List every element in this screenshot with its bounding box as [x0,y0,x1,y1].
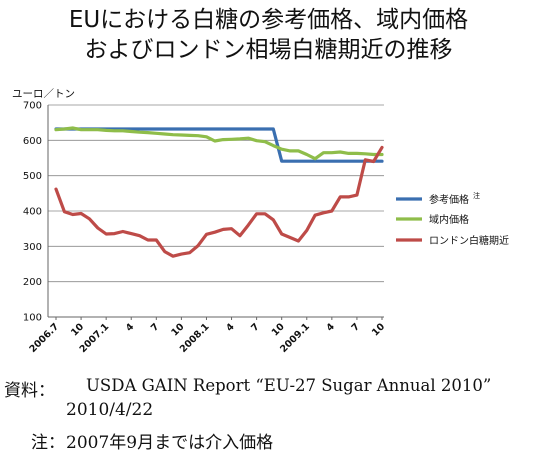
source-text: USDA GAIN Report “EU-27 Sugar Annual 201… [86,376,492,395]
y-axis-label: ユーロ／トン [12,88,75,100]
x-tick-label: 10 [370,321,387,338]
chart-title-line-2: およびロンドン相場白糖期近の推移 [84,37,453,63]
note-label: 注： [31,433,65,453]
x-tick-label: 10 [270,321,287,338]
line-chart: ユーロ／トン 100 200 300 400 500 600 700 2006.7 10 200… [12,88,509,355]
y-tick-label: 300 [23,242,42,253]
source-date: 2010/4/22 [66,400,154,420]
y-tick-label: 100 [23,313,42,324]
legend-label-3: ロンドン白糖期近 [429,234,509,247]
y-tick-labels: 100 200 300 400 500 600 700 [23,101,42,324]
note-text: 2007年9月までは介入価格 [66,433,274,453]
x-tick-label: 4 [124,321,137,334]
x-tick-label: 4 [325,321,338,334]
legend-superscript: 注 [473,191,480,200]
y-tick-label: 600 [23,136,42,147]
series-line-3 [54,145,384,258]
series-line-1 [54,127,384,163]
axes [47,105,384,320]
x-tick-label: 10 [169,321,186,338]
chart-title-line-1: EUにおける白糖の参考価格、域内価格 [68,7,469,33]
y-tick-label: 500 [23,171,42,182]
x-tick-label: 7 [350,321,362,333]
y-tick-label: 700 [23,101,42,112]
x-tick-label: 7 [149,321,161,333]
y-tick-label: 400 [23,207,42,218]
x-tick-label: 10 [69,321,86,338]
x-tick-label: 2006.7 [27,321,61,355]
series-lines [54,126,384,258]
y-tick-label: 200 [23,277,42,288]
legend-label-2: 域内価格 [429,213,469,226]
source-label: 資料： [4,381,55,401]
series-line-2 [54,126,384,161]
legend-label-1: 参考価格 [429,193,469,206]
x-tick-label: 7 [249,321,261,333]
x-tick-label: 4 [224,321,237,334]
